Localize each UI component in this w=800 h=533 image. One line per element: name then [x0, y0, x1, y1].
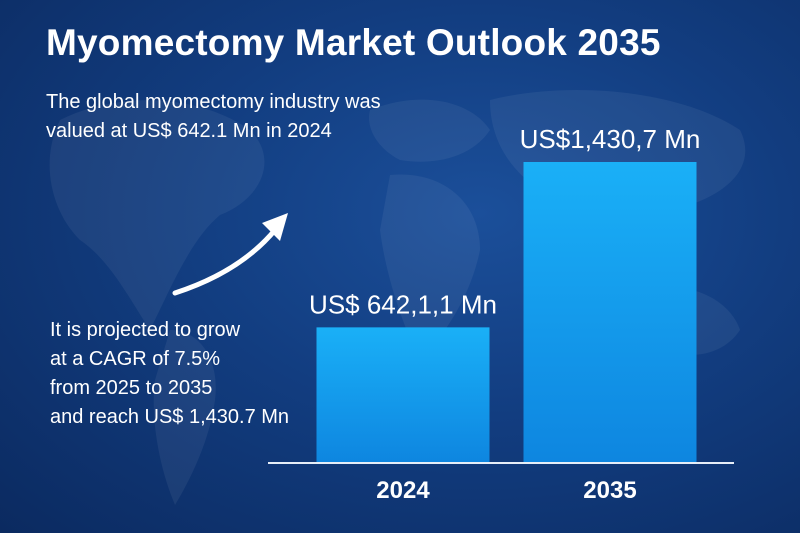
growth-arrow-icon: [172, 213, 288, 296]
bar-2024: [316, 327, 490, 462]
data-label-2035: US$1,430,7 Mn: [520, 124, 701, 154]
projection-line: It is projected to grow: [50, 319, 241, 341]
x-tick-label-2035: 2035: [583, 477, 636, 504]
bar-2035: [523, 162, 697, 462]
intro-text: The global myomectomy industry was value…: [46, 88, 466, 146]
data-label-2024: US$ 642,1,1 Mn: [309, 289, 497, 319]
projection-text: It is projected to grow at a CAGR of 7.5…: [50, 316, 330, 432]
x-tick-label-2024: 2024: [376, 477, 430, 504]
page-title: Myomectomy Market Outlook 2035: [46, 22, 661, 63]
intro-line: The global myomectomy industry was: [46, 91, 381, 113]
projection-line: from 2025 to 2035: [50, 377, 213, 399]
projection-line: and reach US$ 1,430.7 Mn: [50, 406, 290, 428]
intro-line: valued at US$ 642.1 Mn in 2024: [46, 120, 332, 142]
projection-line: at a CAGR of 7.5%: [50, 348, 221, 370]
